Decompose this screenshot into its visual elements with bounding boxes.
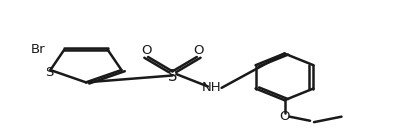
Text: S: S — [168, 69, 177, 84]
Text: O: O — [279, 110, 290, 123]
Text: Br: Br — [31, 43, 46, 56]
Text: NH: NH — [202, 81, 222, 94]
Text: S: S — [46, 66, 54, 79]
Text: O: O — [194, 44, 204, 57]
Text: O: O — [141, 44, 151, 57]
